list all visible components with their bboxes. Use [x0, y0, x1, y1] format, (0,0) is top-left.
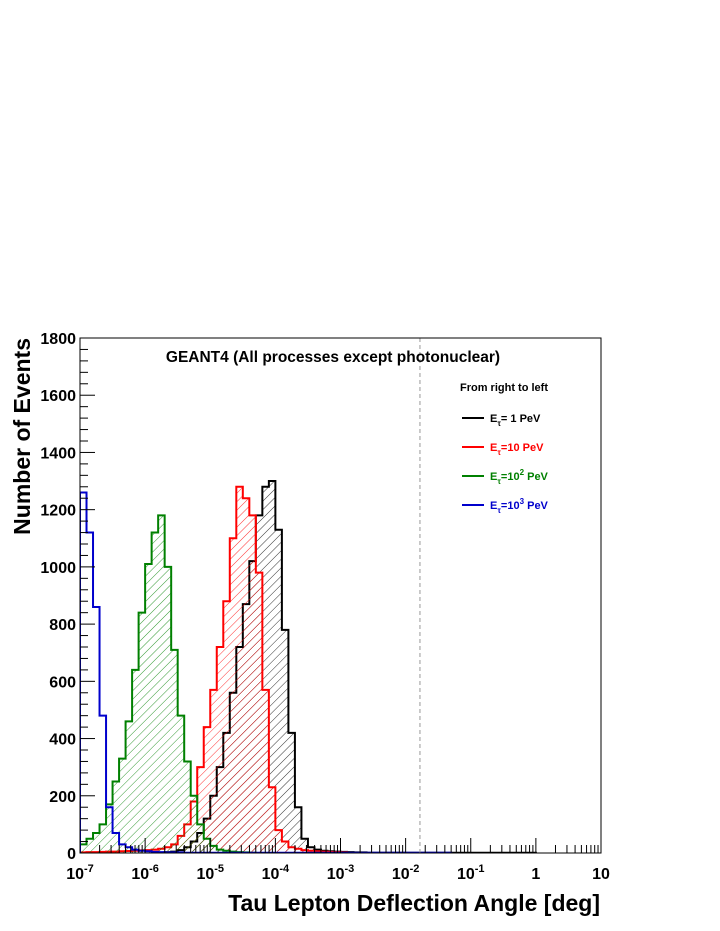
- legend-label: Eτ= 1 PeV: [490, 413, 541, 428]
- series-2-fill: [80, 486, 348, 853]
- y-tick-label: 200: [49, 789, 76, 806]
- x-tick-label: 10-5: [196, 863, 224, 883]
- legend-label: Eτ=103 PeV: [490, 497, 549, 515]
- histogram-layer: [80, 480, 537, 853]
- y-tick-label: 1400: [40, 445, 76, 462]
- x-tick-label: 10-2: [392, 863, 420, 883]
- series-3-fill: [80, 515, 256, 853]
- x-tick-label: 10-4: [262, 863, 290, 883]
- x-axis-title: Tau Lepton Deflection Angle [deg]: [228, 890, 600, 916]
- x-tick-label: 10-3: [327, 863, 355, 883]
- y-tick-label: 0: [67, 846, 76, 863]
- y-axis-title: Number of Events: [9, 338, 35, 535]
- y-tick-label: 400: [49, 732, 76, 749]
- y-tick-label: 1200: [40, 503, 76, 520]
- legend-label: Eτ=102 PeV: [490, 468, 549, 486]
- legend-entry-4: Eτ=103 PeV: [462, 497, 549, 515]
- x-tick-label: 1: [531, 866, 540, 883]
- legend: From right to left Eτ= 1 PeV Eτ=10 PeV Eτ=…: [460, 382, 549, 515]
- legend-label: Eτ=10 PeV: [490, 442, 544, 457]
- y-tick-label: 1000: [40, 560, 76, 577]
- x-tick-label: 10: [592, 866, 610, 883]
- x-tick-label: 10-1: [457, 863, 485, 883]
- legend-entry-2: Eτ=10 PeV: [462, 442, 544, 457]
- legend-header: From right to left: [460, 382, 548, 394]
- series-3-outline: [80, 514, 257, 853]
- legend-entry-3: Eτ=102 PeV: [462, 468, 549, 486]
- y-tick-label: 1600: [40, 388, 76, 405]
- series-3-histogram: [80, 514, 257, 853]
- y-tick-label: 600: [49, 674, 76, 691]
- x-tick-label: 10-6: [131, 863, 159, 883]
- chart-title: GEANT4 (All processes except photonuclea…: [166, 349, 500, 366]
- legend-entry-1: Eτ= 1 PeV: [462, 413, 541, 428]
- x-tick-label: 10-7: [66, 863, 94, 883]
- y-tick-label: 800: [49, 617, 76, 634]
- y-axis: 0 200 400 600 800 1000 1200 1400 1600 1800: [40, 331, 95, 863]
- y-tick-label: 1800: [40, 331, 76, 348]
- x-axis: 10-7 10-6 10-5 10-4 10-3 10-2 10-1 1 10: [66, 838, 610, 883]
